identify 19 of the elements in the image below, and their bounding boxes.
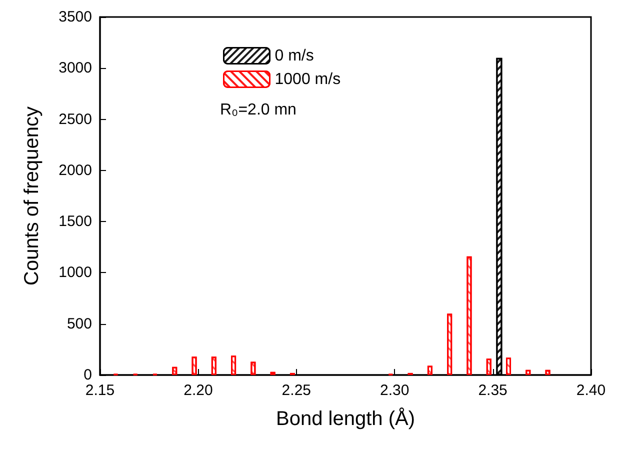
legend-label: 0 m/s: [274, 47, 314, 64]
x-tick-label: 2.40: [576, 382, 606, 399]
x-tick-label: 2.25: [282, 382, 311, 399]
annotation: R₀=2.0 mn: [220, 102, 296, 118]
y-tick-label: 2000: [58, 162, 92, 179]
y-tick-label: 1000: [58, 264, 92, 282]
y-tick-label: 1500: [58, 213, 92, 230]
x-tick-label: 2.20: [184, 382, 213, 399]
x-tick-label: 2.30: [380, 382, 410, 399]
x-axis-title: Bond length (Å): [276, 407, 415, 430]
y-tick-label: 3500: [58, 8, 92, 26]
y-axis-title: Counts of frequency: [21, 106, 43, 286]
x-tick-label: 2.15: [85, 382, 115, 399]
y-tick-label: 500: [66, 315, 92, 332]
y-tick-label: 3000: [58, 60, 92, 77]
y-tick-label: 0: [84, 366, 92, 384]
legend-label: 1000 m/s: [274, 70, 341, 88]
y-tick-label: 2500: [58, 110, 92, 128]
x-tick-label: 2.35: [478, 382, 508, 399]
